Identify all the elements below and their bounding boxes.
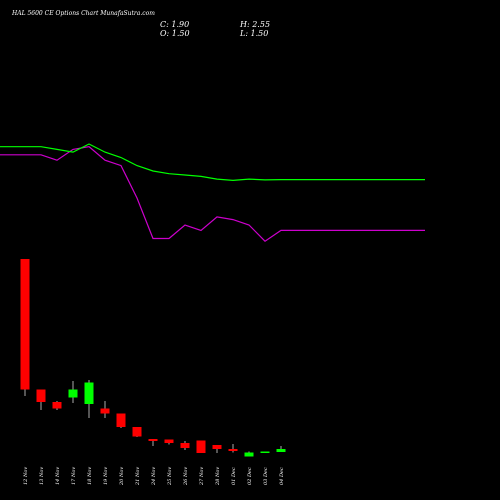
- x-tick-label: 28 Nov: [215, 467, 221, 486]
- candle-body: [52, 402, 62, 409]
- x-tick-label: 21 Nov: [135, 467, 141, 486]
- candle-27-nov: [196, 440, 206, 453]
- candle-body: [164, 439, 174, 443]
- ma-long-line: [0, 146, 425, 242]
- candle-body: [228, 449, 238, 451]
- candle-17-nov: [68, 381, 78, 403]
- candle-body: [260, 451, 270, 453]
- candle-20-nov: [116, 413, 126, 428]
- x-axis-labels: 12 Nov 13 Nov 14 Nov 17 Nov 18 Nov 19 Nov 20 N…: [23, 467, 285, 486]
- candle-26-nov: [180, 441, 190, 450]
- x-tick-label: 03 Dec: [263, 467, 269, 485]
- ma-short-line: [0, 143, 425, 182]
- candle-body: [132, 427, 142, 437]
- candle-body: [20, 259, 30, 390]
- candle-03-dec: [260, 451, 270, 453]
- candle-body: [212, 445, 222, 449]
- moving-average-lines: [0, 143, 425, 242]
- x-tick-label: 25 Nov: [167, 467, 173, 486]
- chart-title: HAL 5600 CE Options Chart MunafaSutra.co…: [12, 10, 155, 17]
- x-tick-label: 13 Nov: [39, 467, 45, 485]
- candle-14-nov: [52, 401, 62, 410]
- candle-01-dec: [228, 444, 238, 453]
- candle-body: [180, 443, 190, 448]
- x-tick-label: 02 Dec: [247, 467, 253, 485]
- x-tick-label: 19 Nov: [103, 467, 109, 485]
- candle-24-nov: [148, 439, 158, 446]
- x-tick-label: 18 Nov: [87, 467, 93, 485]
- high-value: H: 2.55: [240, 20, 271, 29]
- x-tick-label: 14 Nov: [55, 467, 61, 485]
- candle-body: [84, 382, 94, 404]
- candle-25-nov: [164, 439, 174, 445]
- x-tick-label: 27 Nov: [199, 467, 205, 486]
- candle-body: [36, 389, 46, 402]
- x-tick-label: 20 Nov: [119, 467, 125, 486]
- candle-body: [276, 449, 286, 452]
- candle-02-dec: [244, 451, 254, 457]
- candle-19-nov: [100, 401, 110, 418]
- candles: [20, 259, 286, 457]
- candle-28-nov: [212, 445, 222, 453]
- close-value: C: 1.90: [160, 20, 190, 29]
- open-value: O: 1.50: [160, 29, 190, 38]
- x-tick-label: 12 Nov: [23, 467, 29, 485]
- candle-04-dec: [276, 446, 286, 452]
- x-tick-label: 24 Nov: [151, 467, 157, 486]
- candle-13-nov: [36, 389, 46, 410]
- candle-body: [148, 439, 158, 441]
- candle-body: [100, 408, 110, 414]
- low-value: L: 1.50: [240, 29, 269, 38]
- candle-21-nov: [132, 427, 142, 437]
- x-tick-label: 01 Dec: [231, 467, 237, 485]
- candle-18-nov: [84, 380, 94, 418]
- candle-body: [68, 389, 78, 398]
- candle-body: [116, 413, 126, 427]
- candle-body: [196, 440, 206, 453]
- candle-body: [244, 452, 254, 457]
- candle-12-nov: [20, 259, 30, 396]
- x-tick-label: 04 Dec: [279, 467, 285, 485]
- x-tick-label: 26 Nov: [183, 467, 189, 486]
- x-tick-label: 17 Nov: [71, 467, 77, 485]
